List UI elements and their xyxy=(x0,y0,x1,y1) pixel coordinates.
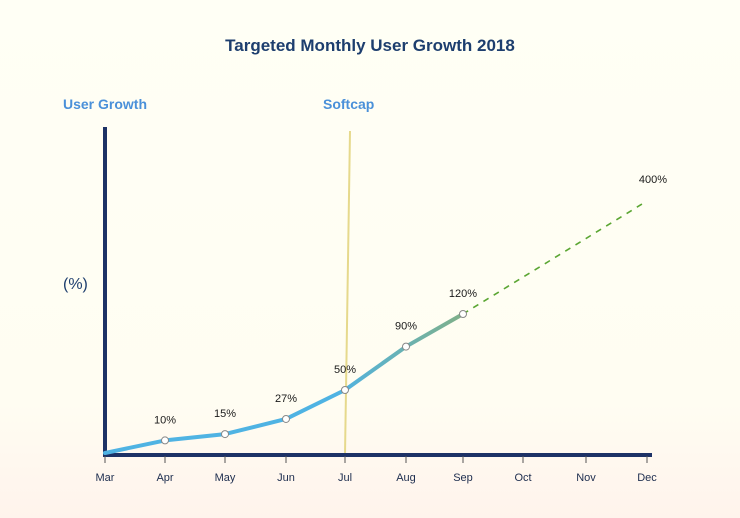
x-tick-label-nov: Nov xyxy=(576,472,596,484)
data-label-dec: 400% xyxy=(639,174,667,186)
data-point-apr xyxy=(161,436,169,445)
data-point-jul xyxy=(341,386,349,394)
data-label-aug: 90% xyxy=(395,321,417,333)
data-label-may: 15% xyxy=(214,408,236,420)
data-point-sep xyxy=(459,310,467,318)
x-tick-label-jul: Jul xyxy=(338,472,352,484)
data-label-apr: 10% xyxy=(154,414,176,426)
x-tick-label-oct: Oct xyxy=(514,472,531,484)
chart-title: Targeted Monthly User Growth 2018 xyxy=(225,36,515,55)
x-tick-label-dec: Dec xyxy=(637,472,657,484)
data-label-jun: 27% xyxy=(275,393,297,405)
x-tick-label-sep: Sep xyxy=(453,472,473,484)
x-tick-label-jun: Jun xyxy=(277,472,295,484)
x-tick-label-mar: Mar xyxy=(96,472,115,484)
data-label-jul: 50% xyxy=(334,364,356,376)
x-tick-label-aug: Aug xyxy=(396,472,416,484)
data-point-jun xyxy=(282,414,290,423)
x-tick-label-apr: Apr xyxy=(156,472,173,484)
data-point-may xyxy=(221,430,229,439)
softcap-caption: Softcap xyxy=(323,96,375,112)
data-label-sep: 120% xyxy=(449,288,477,300)
y-axis-caption: User Growth xyxy=(63,96,148,112)
growth-line xyxy=(103,312,465,455)
unit-label: (%) xyxy=(63,276,88,293)
softcap-line xyxy=(344,130,351,456)
projection-line xyxy=(462,200,648,315)
data-point-aug xyxy=(402,342,410,351)
x-tick-label-may: May xyxy=(215,472,236,484)
